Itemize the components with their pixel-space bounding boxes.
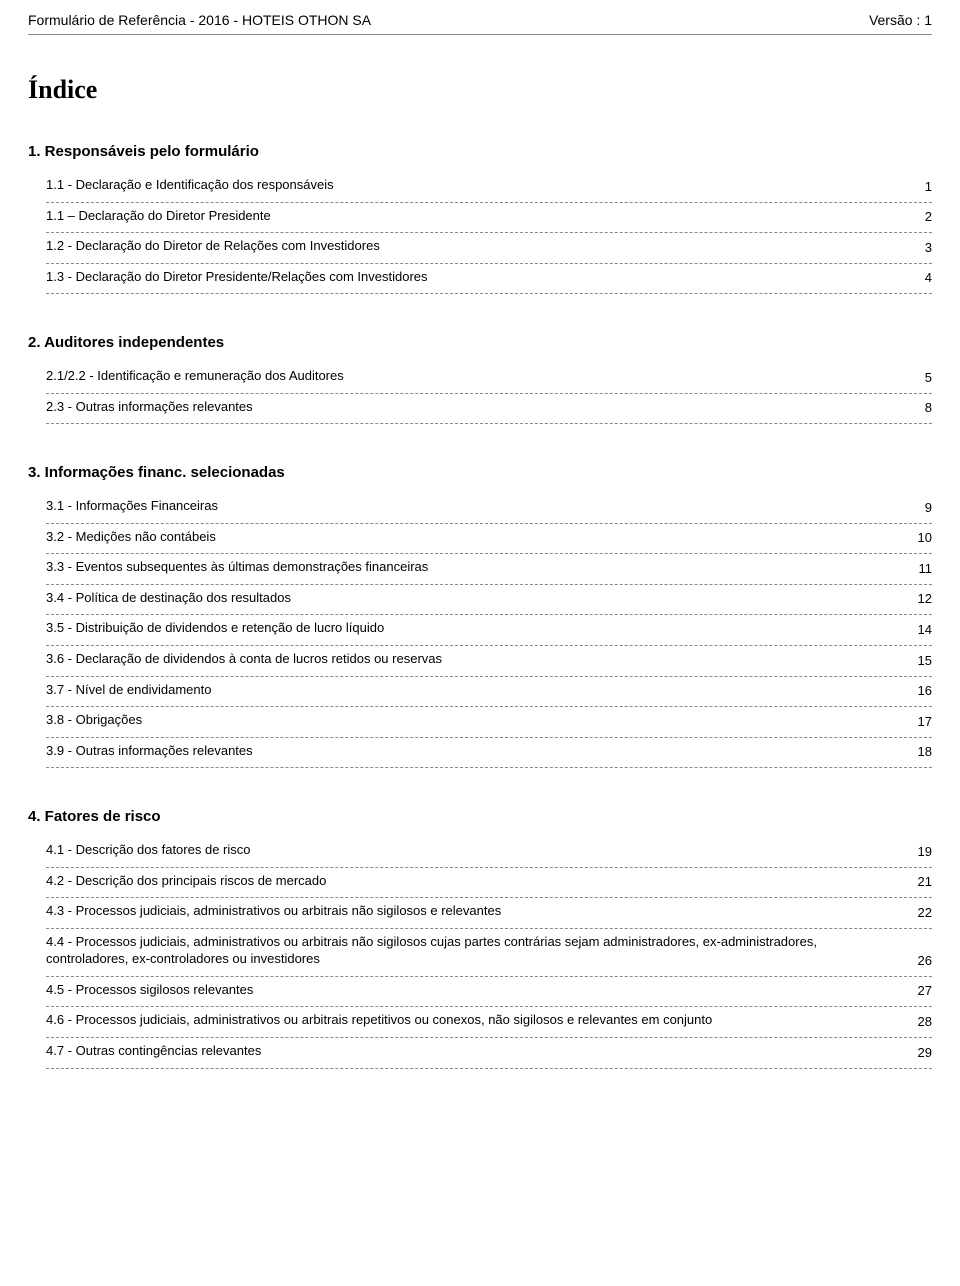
toc-row[interactable]: 3.1 - Informações Financeiras 9	[46, 497, 932, 524]
toc-item-label: 1.3 - Declaração do Diretor Presidente/R…	[46, 268, 900, 286]
toc-row[interactable]: 3.9 - Outras informações relevantes 18	[46, 742, 932, 769]
toc-row[interactable]: 2.3 - Outras informações relevantes 8	[46, 398, 932, 425]
toc-row[interactable]: 3.2 - Medições não contábeis 10	[46, 528, 932, 555]
toc-item-label: 1.2 - Declaração do Diretor de Relações …	[46, 237, 900, 255]
document-header: Formulário de Referência - 2016 - HOTEIS…	[28, 12, 932, 35]
toc-item-label: 3.4 - Política de destinação dos resulta…	[46, 589, 900, 607]
section-heading: 1. Responsáveis pelo formulário	[28, 143, 932, 160]
toc-item-label: 3.2 - Medições não contábeis	[46, 528, 900, 546]
toc-item-page: 17	[910, 714, 932, 729]
toc-item-label: 4.2 - Descrição dos principais riscos de…	[46, 872, 900, 890]
toc-item-page: 9	[910, 500, 932, 515]
toc-row[interactable]: 3.5 - Distribuição de dividendos e reten…	[46, 619, 932, 646]
toc-row[interactable]: 4.6 - Processos judiciais, administrativ…	[46, 1011, 932, 1038]
toc-section: 4. Fatores de risco 4.1 - Descrição dos f…	[28, 808, 932, 1068]
toc-row[interactable]: 1.1 – Declaração do Diretor Presidente 2	[46, 207, 932, 234]
header-right-text: Versão : 1	[869, 12, 932, 28]
toc-item-page: 8	[910, 400, 932, 415]
toc-item-label: 1.1 – Declaração do Diretor Presidente	[46, 207, 900, 225]
toc-item-label: 3.9 - Outras informações relevantes	[46, 742, 900, 760]
toc-item-page: 28	[910, 1014, 932, 1029]
toc-item-page: 11	[910, 561, 932, 576]
toc-item-page: 3	[910, 240, 932, 255]
toc-row[interactable]: 4.5 - Processos sigilosos relevantes 27	[46, 981, 932, 1008]
toc-section: 2. Auditores independentes 2.1/2.2 - Iden…	[28, 334, 932, 424]
toc-item-label: 4.4 - Processos judiciais, administrativ…	[46, 933, 900, 968]
toc-item-page: 29	[910, 1045, 932, 1060]
toc-item-label: 3.8 - Obrigações	[46, 711, 900, 729]
toc-item-page: 10	[910, 530, 932, 545]
header-left-text: Formulário de Referência - 2016 - HOTEIS…	[28, 12, 371, 28]
toc-row[interactable]: 3.4 - Política de destinação dos resulta…	[46, 589, 932, 616]
toc-row[interactable]: 2.1/2.2 - Identificação e remuneração do…	[46, 367, 932, 394]
toc-item-page: 22	[910, 905, 932, 920]
toc-item-page: 5	[910, 370, 932, 385]
toc-row[interactable]: 1.1 - Declaração e Identificação dos res…	[46, 176, 932, 203]
toc-item-label: 1.1 - Declaração e Identificação dos res…	[46, 176, 900, 194]
toc-item-page: 1	[910, 179, 932, 194]
toc-sections: 1. Responsáveis pelo formulário 1.1 - Dec…	[28, 143, 932, 1069]
toc-item-page: 27	[910, 983, 932, 998]
toc-row[interactable]: 1.3 - Declaração do Diretor Presidente/R…	[46, 268, 932, 295]
toc-row[interactable]: 3.8 - Obrigações 17	[46, 711, 932, 738]
toc-item-label: 2.3 - Outras informações relevantes	[46, 398, 900, 416]
toc-item-page: 26	[910, 953, 932, 968]
toc-row[interactable]: 3.6 - Declaração de dividendos à conta d…	[46, 650, 932, 677]
toc-item-label: 2.1/2.2 - Identificação e remuneração do…	[46, 367, 900, 385]
toc-section: 3. Informações financ. selecionadas 3.1 -…	[28, 464, 932, 768]
toc-item-label: 4.7 - Outras contingências relevantes	[46, 1042, 900, 1060]
toc-item-label: 4.6 - Processos judiciais, administrativ…	[46, 1011, 900, 1029]
toc-row[interactable]: 4.1 - Descrição dos fatores de risco 19	[46, 841, 932, 868]
toc-item-label: 3.7 - Nível de endividamento	[46, 681, 900, 699]
toc-section: 1. Responsáveis pelo formulário 1.1 - Dec…	[28, 143, 932, 294]
toc-item-label: 3.3 - Eventos subsequentes às últimas de…	[46, 558, 900, 576]
toc-item-label: 3.6 - Declaração de dividendos à conta d…	[46, 650, 900, 668]
toc-row[interactable]: 4.3 - Processos judiciais, administrativ…	[46, 902, 932, 929]
toc-row[interactable]: 3.7 - Nível de endividamento 16	[46, 681, 932, 708]
toc-item-label: 4.1 - Descrição dos fatores de risco	[46, 841, 900, 859]
toc-item-page: 4	[910, 270, 932, 285]
toc-item-page: 2	[910, 209, 932, 224]
toc-item-page: 19	[910, 844, 932, 859]
section-heading: 2. Auditores independentes	[28, 334, 932, 351]
toc-row[interactable]: 4.2 - Descrição dos principais riscos de…	[46, 872, 932, 899]
toc-row[interactable]: 4.4 - Processos judiciais, administrativ…	[46, 933, 932, 977]
toc-title: Índice	[28, 75, 932, 105]
toc-item-label: 4.3 - Processos judiciais, administrativ…	[46, 902, 900, 920]
toc-item-page: 16	[910, 683, 932, 698]
toc-item-page: 12	[910, 591, 932, 606]
section-heading: 4. Fatores de risco	[28, 808, 932, 825]
page-container: Formulário de Referência - 2016 - HOTEIS…	[0, 0, 960, 1137]
section-heading: 3. Informações financ. selecionadas	[28, 464, 932, 481]
toc-item-label: 4.5 - Processos sigilosos relevantes	[46, 981, 900, 999]
toc-item-page: 21	[910, 874, 932, 889]
toc-row[interactable]: 3.3 - Eventos subsequentes às últimas de…	[46, 558, 932, 585]
toc-item-label: 3.1 - Informações Financeiras	[46, 497, 900, 515]
toc-item-page: 14	[910, 622, 932, 637]
toc-item-label: 3.5 - Distribuição de dividendos e reten…	[46, 619, 900, 637]
toc-item-page: 18	[910, 744, 932, 759]
toc-item-page: 15	[910, 653, 932, 668]
toc-row[interactable]: 1.2 - Declaração do Diretor de Relações …	[46, 237, 932, 264]
toc-row[interactable]: 4.7 - Outras contingências relevantes 29	[46, 1042, 932, 1069]
